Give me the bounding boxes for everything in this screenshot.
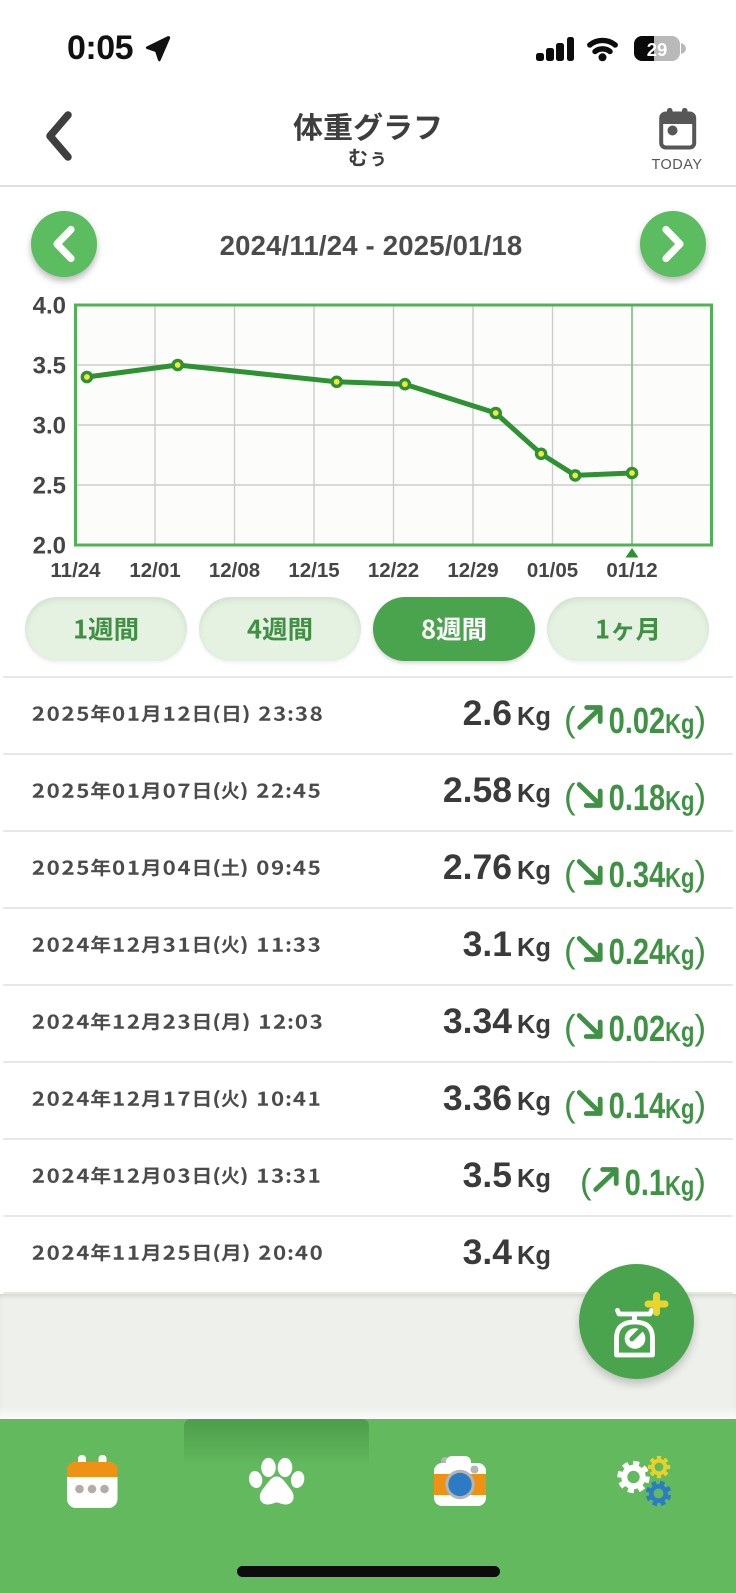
svg-text:12/22: 12/22 bbox=[368, 559, 419, 582]
svg-text:12/29: 12/29 bbox=[447, 559, 498, 582]
svg-text:11/24: 11/24 bbox=[50, 559, 101, 582]
svg-text:3.5: 3.5 bbox=[33, 353, 66, 380]
svg-text:01/12: 01/12 bbox=[606, 559, 657, 582]
svg-text:3.0: 3.0 bbox=[33, 413, 66, 440]
svg-text:01/05: 01/05 bbox=[527, 559, 578, 582]
svg-text:12/15: 12/15 bbox=[288, 559, 339, 582]
svg-text:2.5: 2.5 bbox=[33, 473, 66, 500]
svg-text:2.0: 2.0 bbox=[33, 533, 66, 560]
svg-text:12/01: 12/01 bbox=[129, 559, 180, 582]
svg-text:4.0: 4.0 bbox=[33, 293, 66, 320]
svg-text:12/08: 12/08 bbox=[209, 559, 260, 582]
